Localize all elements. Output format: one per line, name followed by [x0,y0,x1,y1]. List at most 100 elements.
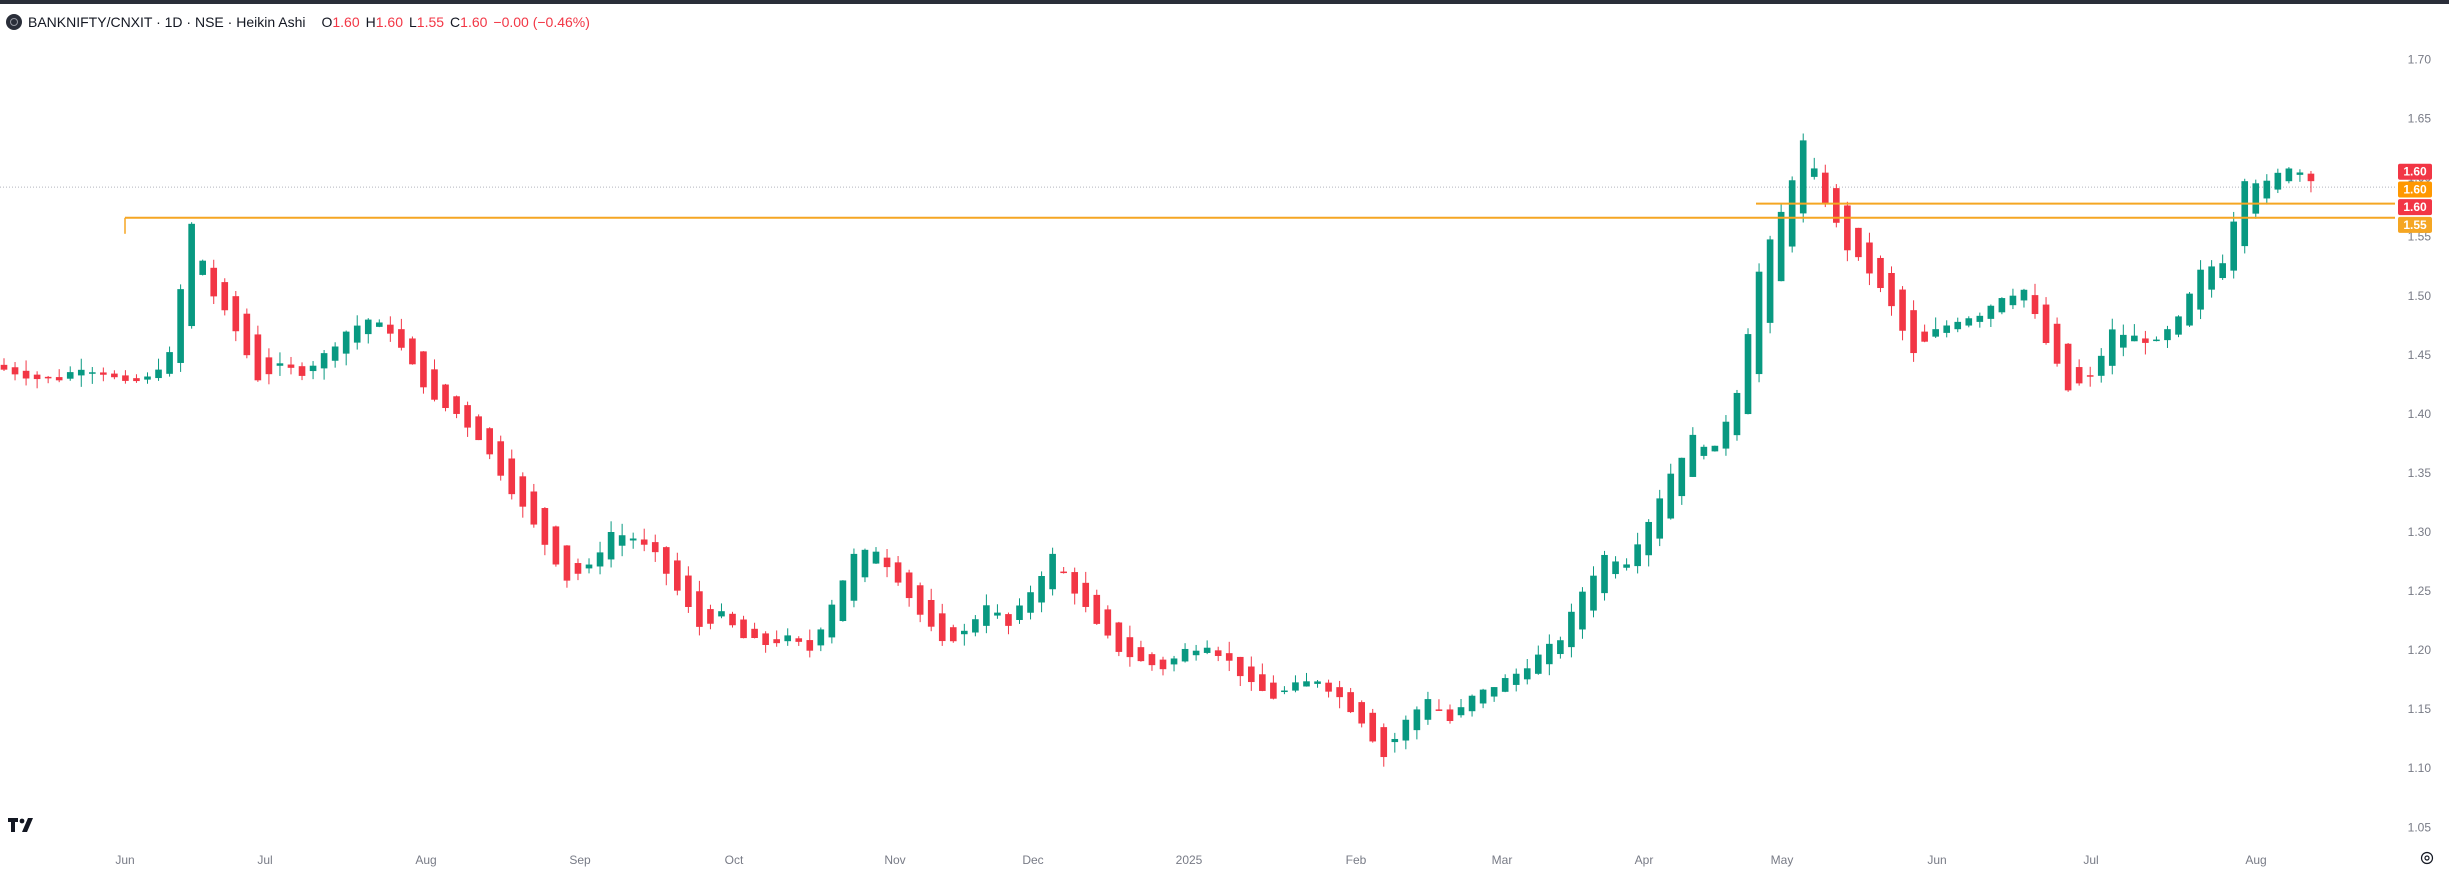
candle-down [287,364,295,368]
candle-down [2042,304,2050,343]
candle-down [409,338,416,365]
candle-down [552,526,560,565]
close-label: C [450,14,461,30]
candle-up [784,635,792,642]
y-axis-tick-label: 1.55 [2408,230,2432,244]
candle-up [1766,239,1774,323]
candle-up [1192,650,1200,656]
x-axis-label: Apr [1635,853,1654,867]
candle-down [751,628,758,638]
x-axis-label: Jun [1927,853,1946,867]
candle-down [486,428,493,455]
x-axis-label: May [1771,853,1794,867]
candle-up [1457,707,1465,716]
candle-up [2274,172,2282,190]
x-axis-label: Jun [115,853,134,867]
candle-down [916,585,924,615]
x-axis-label: Sep [569,853,591,867]
candle-down [530,491,538,525]
price-scale-badge-text: 1.55 [2403,218,2427,232]
candle-down [243,313,251,356]
candle-down [1336,687,1343,698]
candle-up [1590,575,1597,611]
candle-up [1557,640,1564,655]
candle-down [442,384,449,409]
candle-up [839,580,847,622]
candle-up [2219,263,2226,279]
candle-up [1711,445,1719,452]
candle-up [375,322,383,327]
candle-up [166,352,173,374]
candle-down [674,560,681,591]
candle-down [1082,582,1090,607]
x-axis-label: Aug [2245,853,2266,867]
chart-settings-icon[interactable] [2420,851,2434,865]
candle-up [88,372,96,374]
candle-down [1369,712,1377,742]
candle-down [1148,654,1156,666]
y-axis-tick-label: 1.40 [2408,407,2432,421]
candle-up [1292,682,1299,691]
candle-down [221,282,229,311]
candle-up [1027,592,1034,613]
y-axis-tick-label: 1.25 [2408,584,2432,598]
candle-up [1490,687,1498,697]
symbol-title[interactable]: BANKNIFTY/CNXIT · 1D · NSE · Heikin Ashi [28,14,306,30]
candle-down [1899,289,1906,331]
candle-down [1921,331,1928,342]
candle-down [541,508,549,545]
candle-down [1259,674,1266,691]
candle-down [11,367,19,375]
candle-down [640,539,648,545]
candle-up [188,223,195,327]
price-scale-badge [2398,181,2432,198]
tradingview-logo-icon[interactable] [8,816,40,834]
y-axis-tick-label: 1.45 [2408,348,2432,362]
x-axis-label: Dec [1022,853,1043,867]
candle-up [861,549,869,578]
candle-down [1005,614,1012,626]
candle-down [2142,338,2149,343]
candle-up [2252,183,2260,214]
candle-up [320,353,328,369]
candle-down [2031,295,2039,315]
candle-down [1159,659,1167,670]
candle-up [144,376,151,380]
candle-up [1788,180,1796,247]
candle-up [2263,180,2271,199]
candle-up [1512,673,1520,685]
price-scale-badge-text: 1.60 [2403,182,2427,196]
candle-down [44,376,52,379]
candle-up [2009,295,2017,306]
candle-up [1424,699,1432,720]
candle-up [1181,648,1189,662]
candle-up [1987,305,1995,319]
candle-up [1402,719,1410,741]
candle-down [1888,272,1895,307]
candle-up [1049,553,1056,590]
x-axis-label: Oct [725,853,744,867]
candle-down [773,639,780,644]
candle-down [298,366,306,376]
symbol-legend[interactable]: BANKNIFTY/CNXIT · 1D · NSE · Heikin Ashi… [6,13,590,31]
candle-up [1777,211,1785,282]
candle-up [77,369,85,376]
candle-down [453,396,460,414]
candle-up [972,619,979,633]
y-axis-tick-label: 1.50 [2408,289,2432,303]
candle-down [1325,682,1332,692]
candle-up [2241,181,2249,247]
candle-up [1623,564,1630,568]
candle-up [1501,678,1509,692]
candle-up [66,372,74,379]
candle-down [806,640,814,651]
candle-down [1877,257,1884,289]
x-axis-label: 2025 [1176,853,1203,867]
x-axis-label: Jul [257,853,272,867]
candle-up [1755,271,1763,375]
candle-up [1534,654,1542,674]
y-axis-tick-label: 1.15 [2408,702,2432,716]
candle-up [1601,554,1608,594]
candle-up [1038,575,1045,603]
